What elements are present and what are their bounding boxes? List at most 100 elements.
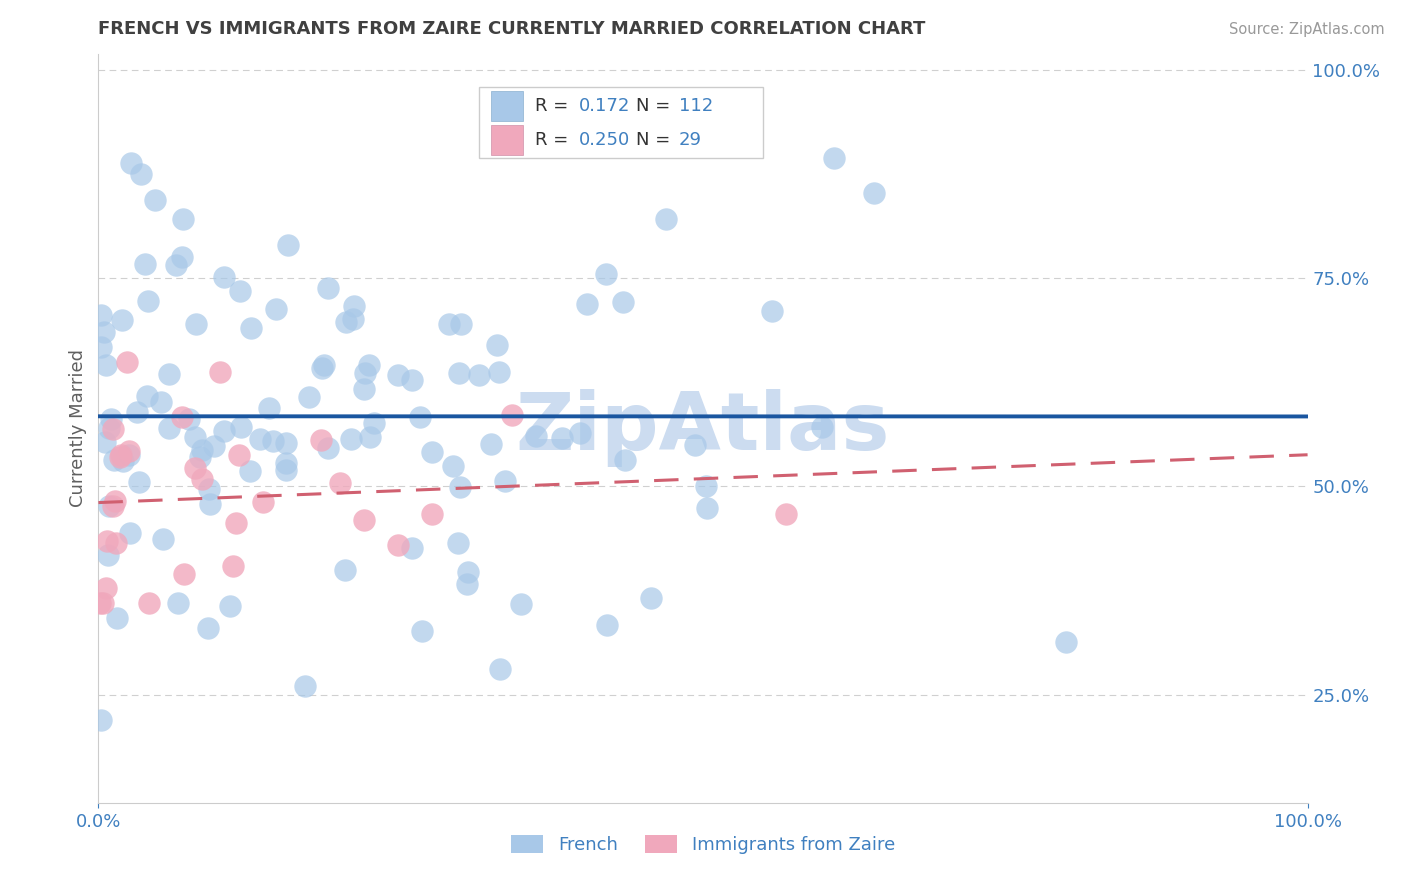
Point (420, 507, 443, 521)
Point (104, 493, 127, 508)
Point (212, 270, 235, 285)
Text: 0.172: 0.172 (578, 97, 630, 115)
Point (94, 581, 117, 595)
Point (90, 340, 112, 354)
Point (340, 433, 363, 447)
Point (157, 421, 180, 435)
Point (136, 389, 159, 403)
Point (596, 617, 619, 632)
Point (823, 151, 845, 165)
Point (274, 436, 297, 450)
Text: ZipAtlas: ZipAtlas (516, 389, 890, 467)
Point (108, 450, 131, 464)
Point (524, 429, 547, 443)
Point (105, 611, 128, 625)
Point (208, 365, 231, 379)
Point (118, 526, 141, 541)
Point (239, 464, 262, 478)
Point (229, 420, 252, 434)
Point (229, 284, 252, 298)
Point (456, 577, 478, 591)
Point (249, 432, 271, 446)
Point (568, 426, 591, 441)
Point (363, 416, 385, 430)
Point (97, 548, 120, 562)
Point (149, 395, 172, 409)
Text: Source: ZipAtlas.com: Source: ZipAtlas.com (1229, 22, 1385, 37)
Point (97, 421, 120, 435)
Point (90, 713, 112, 727)
Point (761, 304, 783, 318)
Point (120, 156, 142, 170)
Point (354, 367, 377, 381)
Point (333, 563, 356, 577)
Point (486, 337, 509, 351)
Point (134, 257, 156, 271)
Text: R =: R = (534, 131, 574, 149)
Point (202, 439, 225, 453)
Point (111, 454, 134, 468)
Point (318, 442, 340, 456)
Text: 112: 112 (679, 97, 713, 115)
Point (1054, 635, 1077, 649)
Legend: French, Immigrants from Zaire: French, Immigrants from Zaire (503, 828, 903, 861)
Point (157, 367, 180, 381)
Point (172, 212, 194, 227)
Point (343, 299, 366, 313)
Point (221, 558, 243, 573)
Point (228, 448, 250, 462)
Point (197, 482, 219, 496)
Point (335, 315, 357, 329)
Point (401, 541, 423, 555)
Point (450, 317, 472, 331)
Point (811, 419, 834, 434)
Point (353, 382, 375, 396)
Point (420, 445, 443, 459)
Point (401, 373, 423, 387)
FancyBboxPatch shape (492, 91, 523, 121)
Point (411, 624, 433, 639)
Point (115, 354, 138, 368)
Point (441, 458, 464, 473)
Point (387, 538, 409, 552)
Text: 29: 29 (679, 131, 702, 149)
Point (170, 250, 193, 264)
Point (136, 294, 159, 309)
Point (90, 308, 112, 322)
Point (170, 410, 193, 425)
Point (225, 516, 247, 530)
Point (575, 297, 598, 311)
Point (118, 448, 141, 462)
Point (89, 596, 111, 610)
Point (494, 475, 516, 489)
Point (191, 443, 214, 458)
Point (177, 412, 200, 426)
Point (409, 409, 432, 424)
Point (111, 313, 134, 327)
Point (252, 495, 274, 509)
Point (110, 448, 132, 462)
Point (173, 567, 195, 582)
Text: 0.250: 0.250 (578, 131, 630, 149)
Point (309, 433, 332, 447)
Point (329, 475, 352, 490)
Point (640, 591, 662, 606)
Point (479, 436, 502, 450)
Point (595, 268, 617, 282)
Point (298, 390, 321, 404)
Point (125, 405, 148, 419)
Text: R =: R = (534, 97, 574, 115)
Point (97, 499, 120, 513)
FancyBboxPatch shape (479, 87, 763, 159)
Point (612, 295, 634, 310)
Point (264, 301, 287, 316)
FancyBboxPatch shape (492, 125, 523, 154)
Point (658, 139, 681, 153)
Point (342, 311, 364, 326)
Point (219, 599, 242, 613)
Text: FRENCH VS IMMIGRANTS FROM ZAIRE CURRENTLY MARRIED CORRELATION CHART: FRENCH VS IMMIGRANTS FROM ZAIRE CURRENTL… (98, 21, 925, 38)
Point (696, 501, 718, 516)
Text: N =: N = (637, 97, 676, 115)
Point (105, 536, 128, 550)
Point (311, 361, 333, 376)
